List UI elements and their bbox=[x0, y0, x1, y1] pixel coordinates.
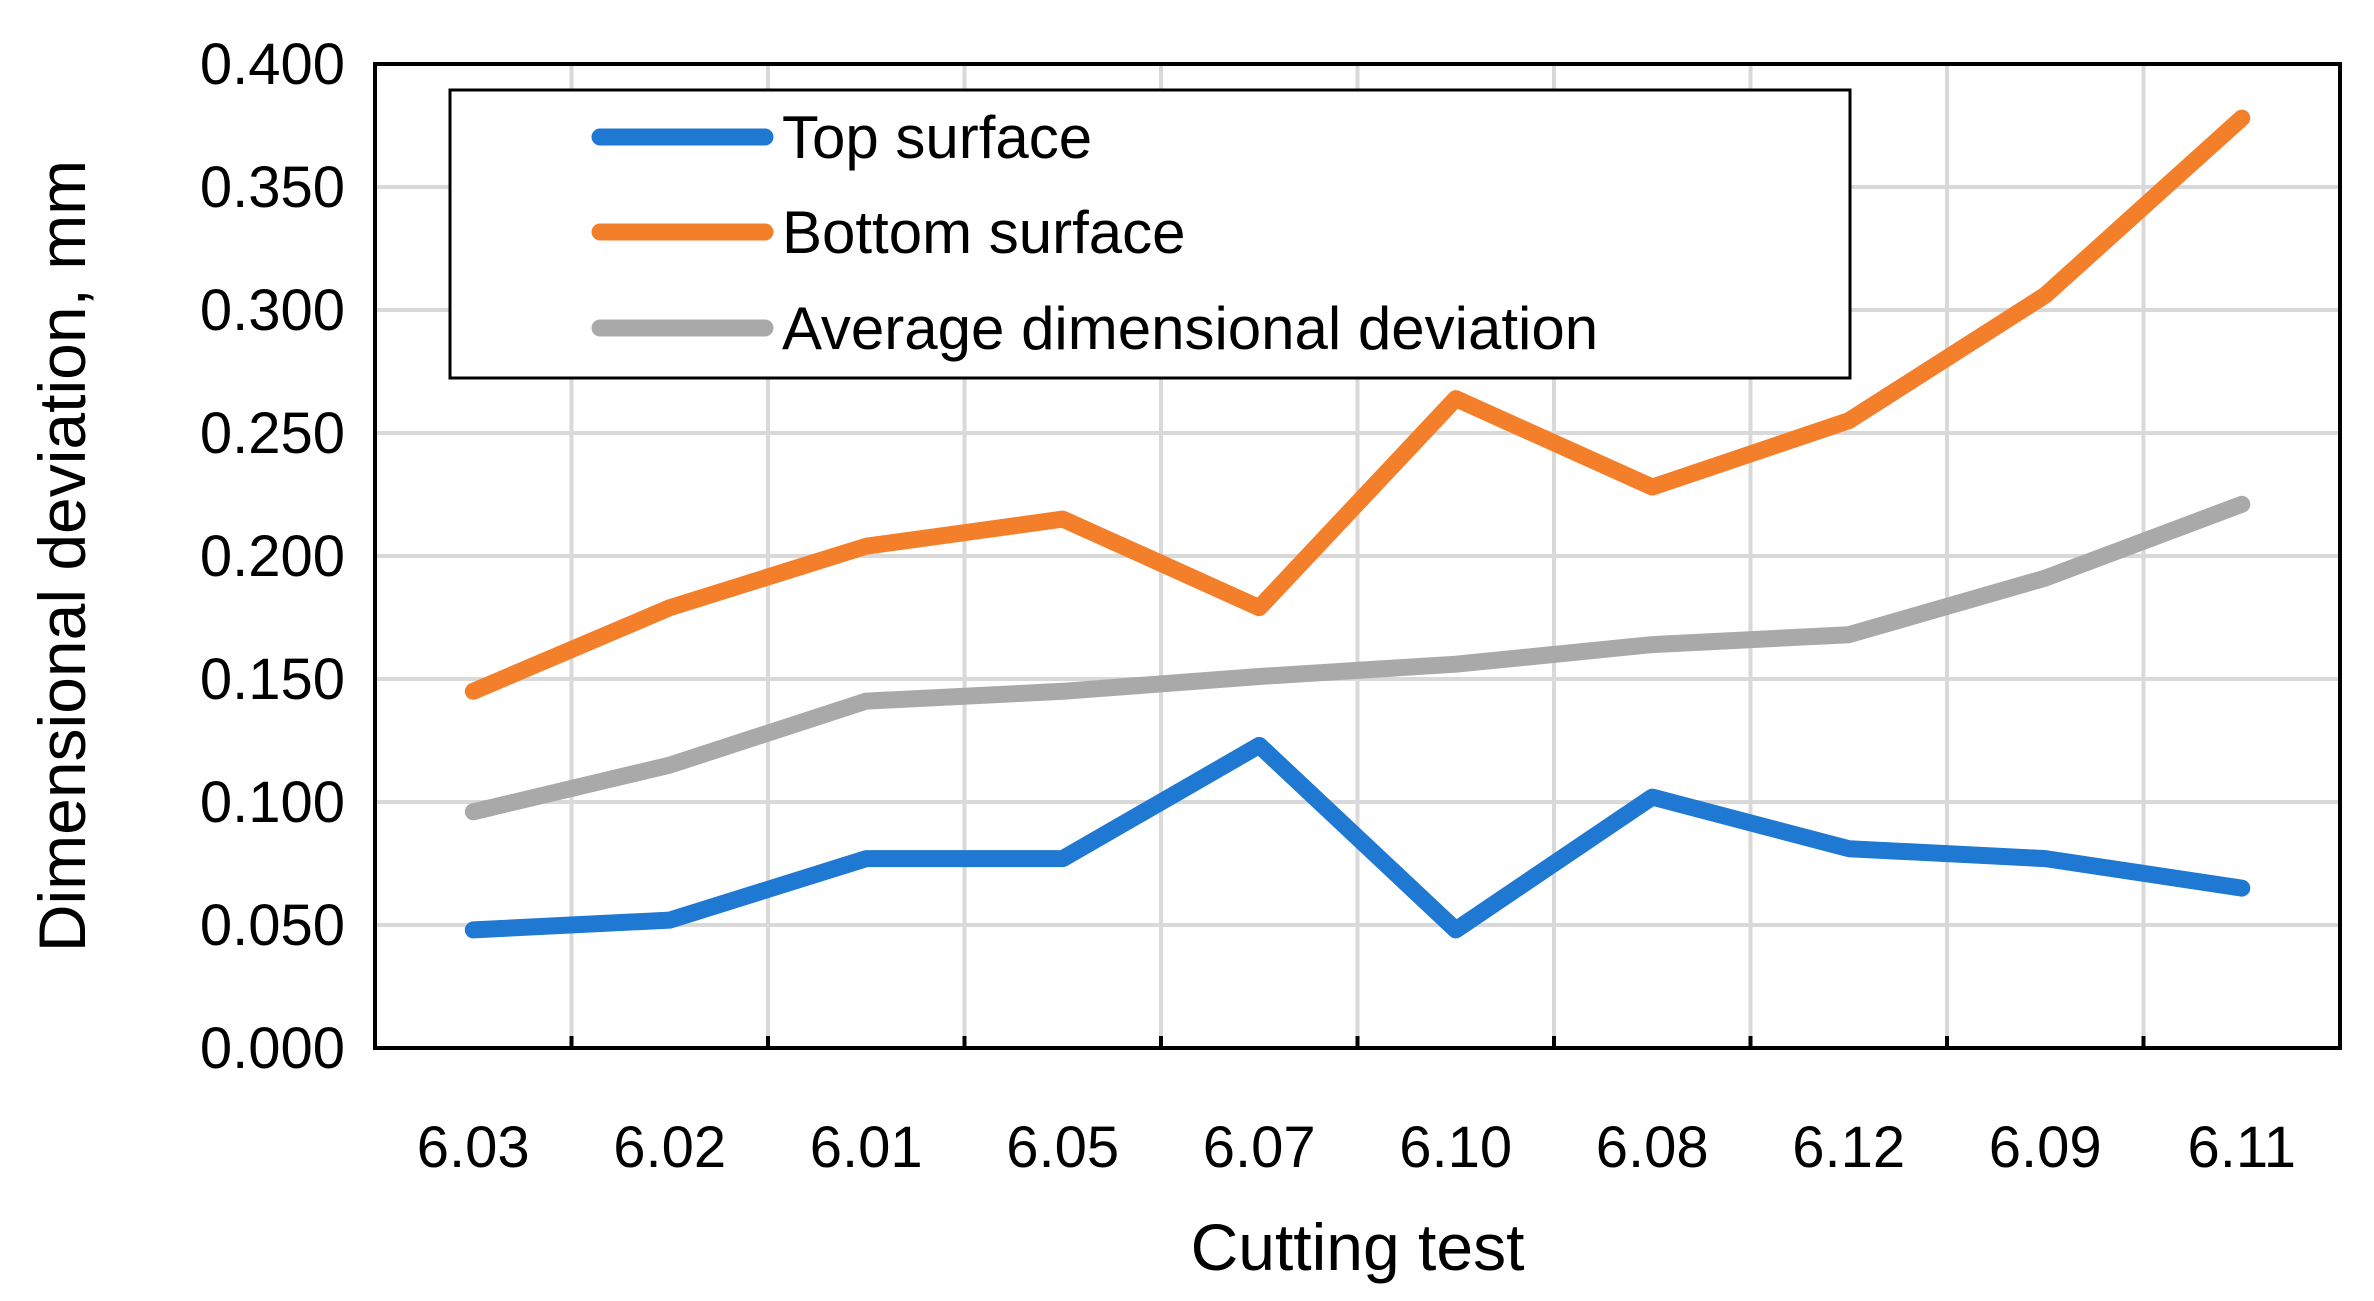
x-tick-label: 6.03 bbox=[417, 1115, 530, 1180]
x-tick-label: 6.02 bbox=[613, 1115, 726, 1180]
legend: Top surface Bottom surface Average dimensi… bbox=[448, 88, 1852, 380]
y-tick-label: 0.150 bbox=[200, 647, 345, 712]
x-axis-tick-labels: 6.03 6.02 6.01 6.05 6.07 6.10 6.08 6.12 6.09 6.11 bbox=[417, 1115, 2296, 1180]
y-tick-label: 0.050 bbox=[200, 893, 345, 958]
legend-label: Top surface bbox=[782, 104, 1092, 171]
axis-ticks bbox=[569, 1036, 2146, 1050]
x-tick-label: 6.10 bbox=[1399, 1115, 1512, 1180]
y-tick-label: 0.250 bbox=[200, 401, 345, 466]
y-tick-label: 0.000 bbox=[200, 1016, 345, 1081]
series-line-0 bbox=[464, 736, 2251, 939]
x-tick-label: 6.01 bbox=[810, 1115, 923, 1180]
y-axis-title: Dimensional deviation, mm bbox=[25, 160, 99, 952]
x-tick-label: 6.09 bbox=[1989, 1115, 2102, 1180]
series-line-1 bbox=[464, 109, 2251, 700]
legend-label: Bottom surface bbox=[782, 199, 1186, 266]
y-axis-tick-labels: 0.000 0.050 0.100 0.150 0.200 0.250 0.300 0.350… bbox=[200, 32, 345, 1081]
x-tick-label: 6.11 bbox=[2187, 1115, 2296, 1180]
x-tick-label: 6.07 bbox=[1203, 1115, 1316, 1180]
y-tick-label: 0.200 bbox=[200, 524, 345, 589]
y-tick-label: 0.350 bbox=[200, 155, 345, 220]
x-axis-title: Cutting test bbox=[1191, 1210, 1525, 1284]
y-tick-label: 0.100 bbox=[200, 770, 345, 835]
y-tick-label: 0.400 bbox=[200, 32, 345, 97]
y-tick-label: 0.300 bbox=[200, 278, 345, 343]
series-lines bbox=[464, 109, 2251, 939]
x-tick-label: 6.12 bbox=[1792, 1115, 1905, 1180]
x-tick-label: 6.08 bbox=[1596, 1115, 1709, 1180]
legend-label: Average dimensional deviation bbox=[782, 295, 1598, 362]
series-line-2 bbox=[464, 495, 2251, 821]
x-tick-label: 6.05 bbox=[1006, 1115, 1119, 1180]
